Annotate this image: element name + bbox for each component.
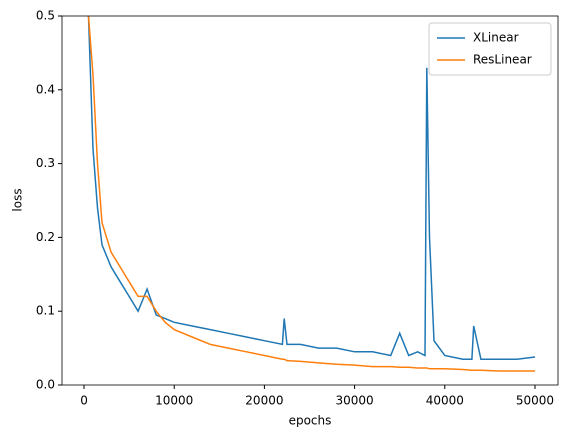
legend-label: XLinear [473, 31, 519, 45]
y-tick-label: 0.3 [36, 156, 55, 170]
y-tick-label: 0.0 [36, 378, 55, 392]
legend-label: ResLinear [473, 53, 532, 67]
y-tick-label: 0.1 [36, 304, 55, 318]
x-tick-label: 10000 [155, 394, 193, 408]
x-tick-label: 0 [80, 394, 88, 408]
y-axis-label: loss [11, 188, 25, 211]
x-axis-label: epochs [289, 414, 332, 428]
y-tick-label: 0.2 [36, 230, 55, 244]
x-tick-label: 40000 [426, 394, 464, 408]
y-tick-label: 0.4 [36, 82, 55, 96]
plot-frame [61, 15, 559, 386]
x-tick-label: 30000 [336, 394, 374, 408]
y-tick-label: 0.5 [36, 9, 55, 23]
legend-box [428, 22, 552, 76]
x-tick-label: 20000 [245, 394, 283, 408]
x-tick-label: 50000 [516, 394, 554, 408]
line-series [87, 16, 536, 360]
line-series [87, 16, 535, 372]
